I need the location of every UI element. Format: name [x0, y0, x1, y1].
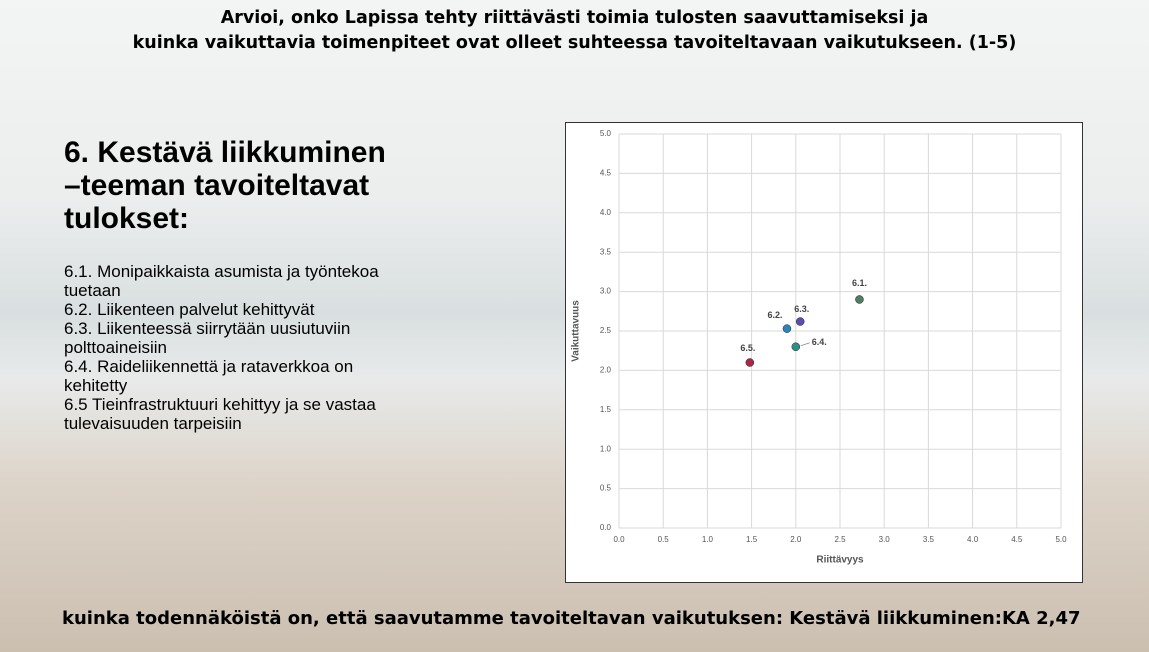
item: 6.5 Tieinfrastruktuuri kehittyy ja se va…: [64, 395, 376, 433]
header: Arvioi, onko Lapissa tehty riittävästi t…: [0, 6, 1149, 56]
x-tick-label: 4.5: [1011, 535, 1023, 544]
x-axis-title: Riittävyys: [816, 555, 864, 566]
item-list: 6.1. Monipaikkaista asumista ja työnteko…: [64, 262, 384, 433]
x-tick-label: 5.0: [1055, 535, 1067, 544]
point: [782, 324, 792, 333]
item: 6.2. Liikenteen palvelut kehittyvät: [64, 300, 315, 319]
chart: 0.0 0.5 1.0 1.5 2.0 2.5 3.0 3.5 4.0 4.5 5.0 0.0 0.5 1…: [565, 122, 1083, 583]
y-axis-title: Vaikuttavuus: [571, 300, 582, 362]
header-line: Arvioi, onko Lapissa tehty riittävästi t…: [220, 8, 929, 28]
y-tick-label: 0.5: [600, 484, 612, 493]
point: [855, 295, 864, 304]
x-tick-label: 1.0: [702, 535, 714, 544]
point-label: 6.2.: [767, 310, 782, 320]
point: [795, 317, 805, 326]
x-tick-label: 0.0: [613, 535, 625, 544]
item: 6.3. Liikenteessä siirrytään uusiutuviin…: [64, 319, 351, 357]
y-tick-label: 4.0: [600, 208, 612, 217]
y-tick-label: 0.0: [600, 523, 612, 532]
x-tick-label: 4.0: [967, 535, 979, 544]
point-label: 6.5.: [740, 343, 755, 353]
y-tick-label: 1.0: [600, 444, 612, 453]
item: 6.4. Raideliikennettä ja rataverkkoa on …: [64, 357, 354, 395]
header-line: kuinka vaikuttavia toimenpiteet ovat oll…: [132, 33, 1017, 53]
y-tick-label: 5.0: [600, 129, 612, 138]
title-line: tulokset:: [64, 202, 190, 235]
point-label: 6.1.: [852, 278, 867, 288]
y-tick-label: 3.5: [600, 247, 612, 256]
x-tick-label: 3.0: [879, 535, 891, 544]
leader-line: [800, 342, 810, 347]
x-tick-label: 0.5: [658, 535, 670, 544]
section-title: 6. Kestävä liikkuminen –teeman tavoitelt…: [64, 136, 386, 235]
title-line: 6. Kestävä liikkuminen: [64, 136, 386, 169]
point: [745, 358, 755, 367]
point: [791, 342, 801, 352]
item: 6.1. Monipaikkaista asumista ja työnteko…: [64, 262, 379, 300]
x-tick-label: 2.5: [834, 535, 846, 544]
x-tick-label: 3.5: [923, 535, 935, 544]
y-tick-label: 1.5: [600, 405, 612, 414]
x-tick-label: 2.0: [790, 535, 802, 544]
y-tick-label: 2.5: [600, 326, 612, 335]
y-tick-label: 3.0: [600, 287, 612, 296]
y-tick-label: 4.5: [600, 169, 612, 178]
point-label: 6.3.: [794, 304, 809, 314]
point-label: 6.4.: [812, 337, 827, 347]
footer: kuinka todennäköistä on, että saavutamme…: [62, 608, 1081, 629]
x-tick-label: 1.5: [746, 535, 758, 544]
title-line: –teeman tavoiteltavat: [64, 169, 370, 202]
y-tick-label: 2.0: [600, 366, 612, 375]
